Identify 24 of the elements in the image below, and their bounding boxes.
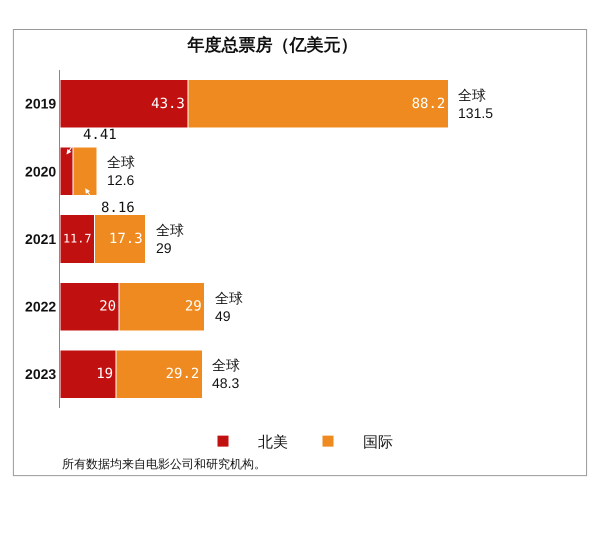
chart-title: 年度总票房（亿美元） [186,35,358,54]
y-tick-label: 2023 [25,366,56,382]
data-label: 29.2 [166,366,200,382]
data-label: 20 [99,298,116,315]
total-label: 全球 48.3 [212,357,240,392]
total-label: 全球 29 [156,222,184,256]
total-label: 全球 12.6 [107,154,135,188]
data-label: 43.3 [151,96,185,112]
total-label: 全球 131.5 [458,87,494,122]
text: 所有数据均来自电影公司和研究机构。 [62,457,266,471]
data-label: 11.7 [63,231,92,246]
y-tick-label: 2019 [25,96,56,112]
data-label: 8.16 [101,200,135,216]
data-label: 29 [184,298,202,315]
data-label: 4.41 [83,127,117,143]
total-label: 全球 49 [215,290,243,324]
y-tick-label: 2022 [25,298,56,314]
data-label: 17.3 [108,231,143,247]
y-tick-label: 2020 [25,163,56,180]
y-tick-label: 2021 [25,230,56,247]
legend-label: 北美 [258,434,288,451]
legend-label: 国际 [363,434,393,451]
data-label: 19 [96,366,114,382]
data-label: 88.2 [412,96,446,112]
